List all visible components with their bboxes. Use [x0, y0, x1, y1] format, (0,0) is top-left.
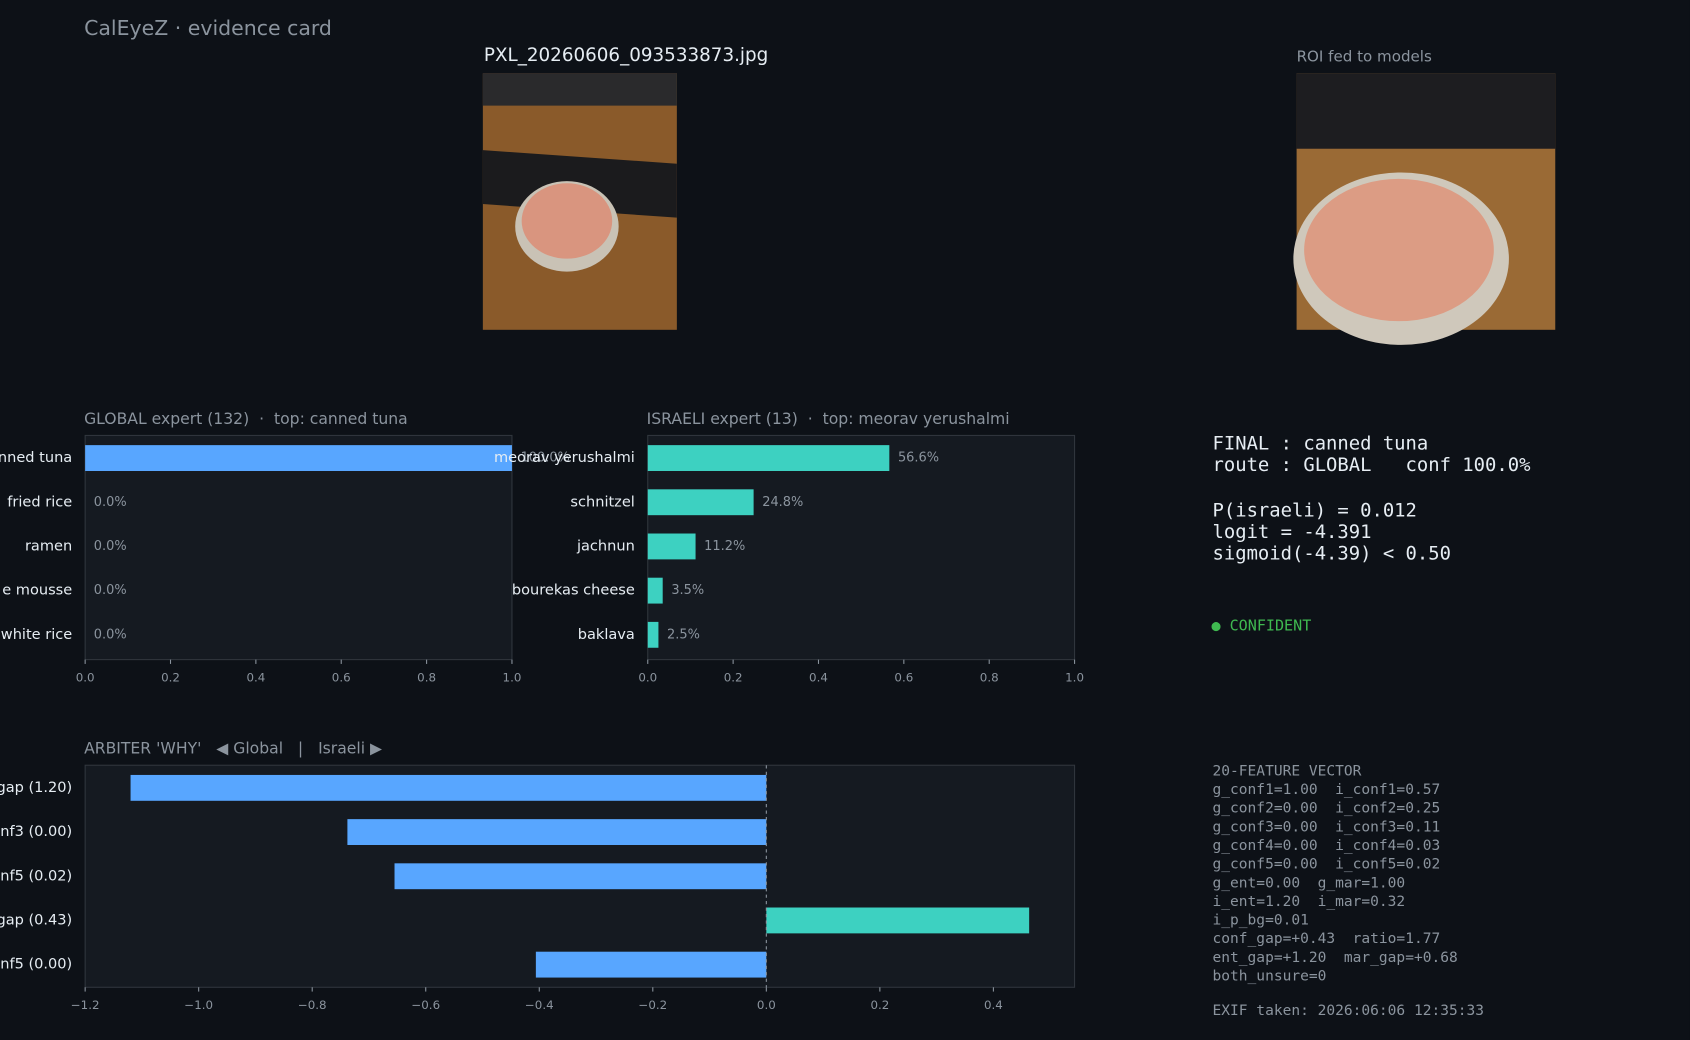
- x-tick-label: 1.0: [1065, 670, 1084, 684]
- x-tick-label: −1.2: [71, 998, 100, 1012]
- value-label: 56.6%: [898, 451, 939, 466]
- feature-line: i_p_bg=0.01: [1213, 912, 1309, 929]
- x-tick-label: −0.8: [298, 998, 327, 1012]
- x-tick-label: 0.2: [870, 998, 889, 1012]
- bar: [647, 445, 890, 471]
- category-label: baklava: [578, 626, 635, 643]
- value-label: 3.5%: [671, 583, 704, 598]
- value-label: 0.0%: [94, 495, 127, 510]
- x-tick-label: 0.6: [332, 670, 351, 684]
- bar: [85, 445, 512, 471]
- photo: [482, 73, 677, 330]
- x-tick-label: 0.8: [417, 670, 436, 684]
- roi-image: [1293, 73, 1556, 345]
- category-label: jachnun: [576, 537, 635, 554]
- feature-line: g_conf1=1.00 i_conf1=0.57: [1213, 781, 1441, 798]
- category-label: schnitzel: [570, 493, 634, 510]
- feature-line: g_conf2=0.00 i_conf2=0.25: [1213, 800, 1441, 817]
- exif: EXIF taken: 2026:06:06 12:35:33: [1213, 1002, 1485, 1019]
- feature-line: g_conf5=0.00 i_conf5=0.02: [1213, 856, 1441, 873]
- gate-line: logit = -4.391: [1213, 521, 1372, 543]
- plot-area: [647, 434, 1076, 661]
- bar: [647, 621, 659, 648]
- feature-line: g_conf4=0.00 i_conf4=0.03: [1213, 837, 1441, 854]
- x-tick-label: 1.0: [503, 670, 522, 684]
- category-label: meorav yerushalmi: [494, 449, 635, 466]
- feature-line: i_ent=1.20 i_mar=0.32: [1213, 893, 1406, 910]
- features-title: 20-FEATURE VECTOR: [1213, 763, 1362, 780]
- category-label: ramen: [25, 537, 72, 554]
- bar: [647, 533, 696, 560]
- value-label: 11.2%: [704, 539, 745, 554]
- chart-title: ARBITER 'WHY' ◀ Global | Israeli ▶: [84, 740, 382, 758]
- value-label: 24.8%: [762, 495, 803, 510]
- verdict-line: route : GLOBAL conf 100.0%: [1213, 454, 1532, 476]
- category-label: onf5 (0.00): [0, 956, 72, 973]
- card-title: CalEyeZ · evidence card: [84, 16, 332, 40]
- bar: [130, 774, 767, 801]
- feature-line: g_conf3=0.00 i_conf3=0.11: [1213, 818, 1441, 835]
- category-label: gap (0.43): [0, 911, 72, 928]
- x-tick-label: −0.6: [411, 998, 440, 1012]
- category-label: onf5 (0.02): [0, 867, 72, 884]
- x-tick-label: −1.0: [184, 998, 213, 1012]
- category-label: gap (1.20): [0, 779, 72, 796]
- chart-title: ISRAELI expert (13) · top: meorav yerush…: [647, 410, 1010, 428]
- x-tick-label: 0.0: [76, 670, 95, 684]
- x-tick-label: 0.6: [894, 670, 913, 684]
- category-label: fried rice: [7, 493, 72, 510]
- plot-area: [84, 434, 513, 661]
- feature-line: ent_gap=+1.20 mar_gap=+0.68: [1213, 949, 1458, 966]
- status: ● CONFIDENT: [1211, 617, 1311, 635]
- feature-line: g_ent=0.00 g_mar=1.00: [1213, 874, 1406, 891]
- x-tick-label: 0.2: [161, 670, 180, 684]
- value-label: 100.0%: [521, 451, 570, 466]
- value-label: 2.5%: [667, 627, 700, 642]
- category-label: nned tuna: [0, 449, 72, 466]
- feature-line: conf_gap=+0.43 ratio=1.77: [1213, 930, 1441, 947]
- category-label: white rice: [1, 626, 72, 643]
- chart-title: GLOBAL expert (132) · top: canned tuna: [84, 410, 408, 428]
- category-label: bourekas cheese: [512, 582, 635, 599]
- category-label: e mousse: [2, 582, 72, 599]
- x-tick-label: 0.0: [757, 998, 776, 1012]
- value-label: 0.0%: [94, 539, 127, 554]
- feature-line: both_unsure=0: [1213, 967, 1327, 984]
- x-tick-label: −0.4: [525, 998, 554, 1012]
- bar: [647, 489, 754, 516]
- verdict-line: FINAL : canned tuna: [1213, 433, 1429, 455]
- gate-line: sigmoid(-4.39) < 0.50: [1213, 542, 1451, 564]
- gate-line: P(israeli) = 0.012: [1213, 499, 1417, 521]
- bar: [394, 863, 767, 890]
- value-label: 0.0%: [94, 627, 127, 642]
- x-tick-label: −0.2: [638, 998, 667, 1012]
- x-tick-label: 0.4: [809, 670, 828, 684]
- x-tick-label: 0.4: [984, 998, 1003, 1012]
- bar: [535, 951, 767, 978]
- category-label: onf3 (0.00): [0, 823, 72, 840]
- roi-caption: ROI fed to models: [1297, 48, 1432, 66]
- photo-filename: PXL_20260606_093533873.jpg: [484, 45, 768, 66]
- bar: [347, 819, 767, 845]
- value-label: 0.0%: [94, 583, 127, 598]
- x-tick-label: 0.8: [980, 670, 999, 684]
- bar: [766, 907, 1030, 934]
- x-tick-label: 0.2: [724, 670, 743, 684]
- x-tick-label: 0.4: [246, 670, 265, 684]
- bar: [647, 577, 663, 604]
- x-tick-label: 0.0: [638, 670, 657, 684]
